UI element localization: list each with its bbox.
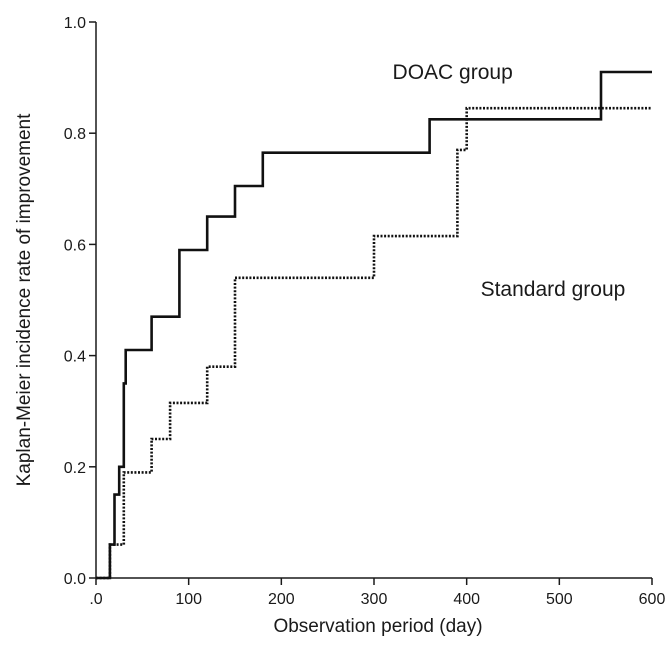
y-axis-title: Kaplan-Meier incidence rate of improveme… xyxy=(14,113,35,487)
series-line-doac xyxy=(96,70,652,580)
x-tick-label: 500 xyxy=(546,591,573,608)
x-axis-title: Observation period (day) xyxy=(273,616,482,637)
y-tick-label: 1.0 xyxy=(64,15,86,32)
y-tick-label: 0.0 xyxy=(64,571,86,588)
x-tick-label: 300 xyxy=(361,591,388,608)
series-layer xyxy=(96,70,652,580)
series-line-standard xyxy=(96,106,652,580)
y-tick-label: 0.2 xyxy=(64,460,86,477)
x-tick-label: 100 xyxy=(175,591,202,608)
ticks: 0.0 0.2 0.4 0.6 0.8 1.0 .0 100 200 300 400 500 600 xyxy=(64,15,666,608)
series-annotation: Standard group xyxy=(481,278,626,301)
y-tick-label: 0.8 xyxy=(64,126,86,143)
y-tick-label: 0.4 xyxy=(64,349,86,366)
y-tick-label: 0.6 xyxy=(64,237,86,254)
series-annotation: DOAC group xyxy=(393,61,513,84)
x-tick-label: .0 xyxy=(89,591,102,608)
x-tick-label: 400 xyxy=(453,591,480,608)
labels-layer: DOAC group Standard group Observation peri… xyxy=(14,61,625,637)
x-tick-label: 200 xyxy=(268,591,295,608)
x-tick-label: 600 xyxy=(639,591,666,608)
